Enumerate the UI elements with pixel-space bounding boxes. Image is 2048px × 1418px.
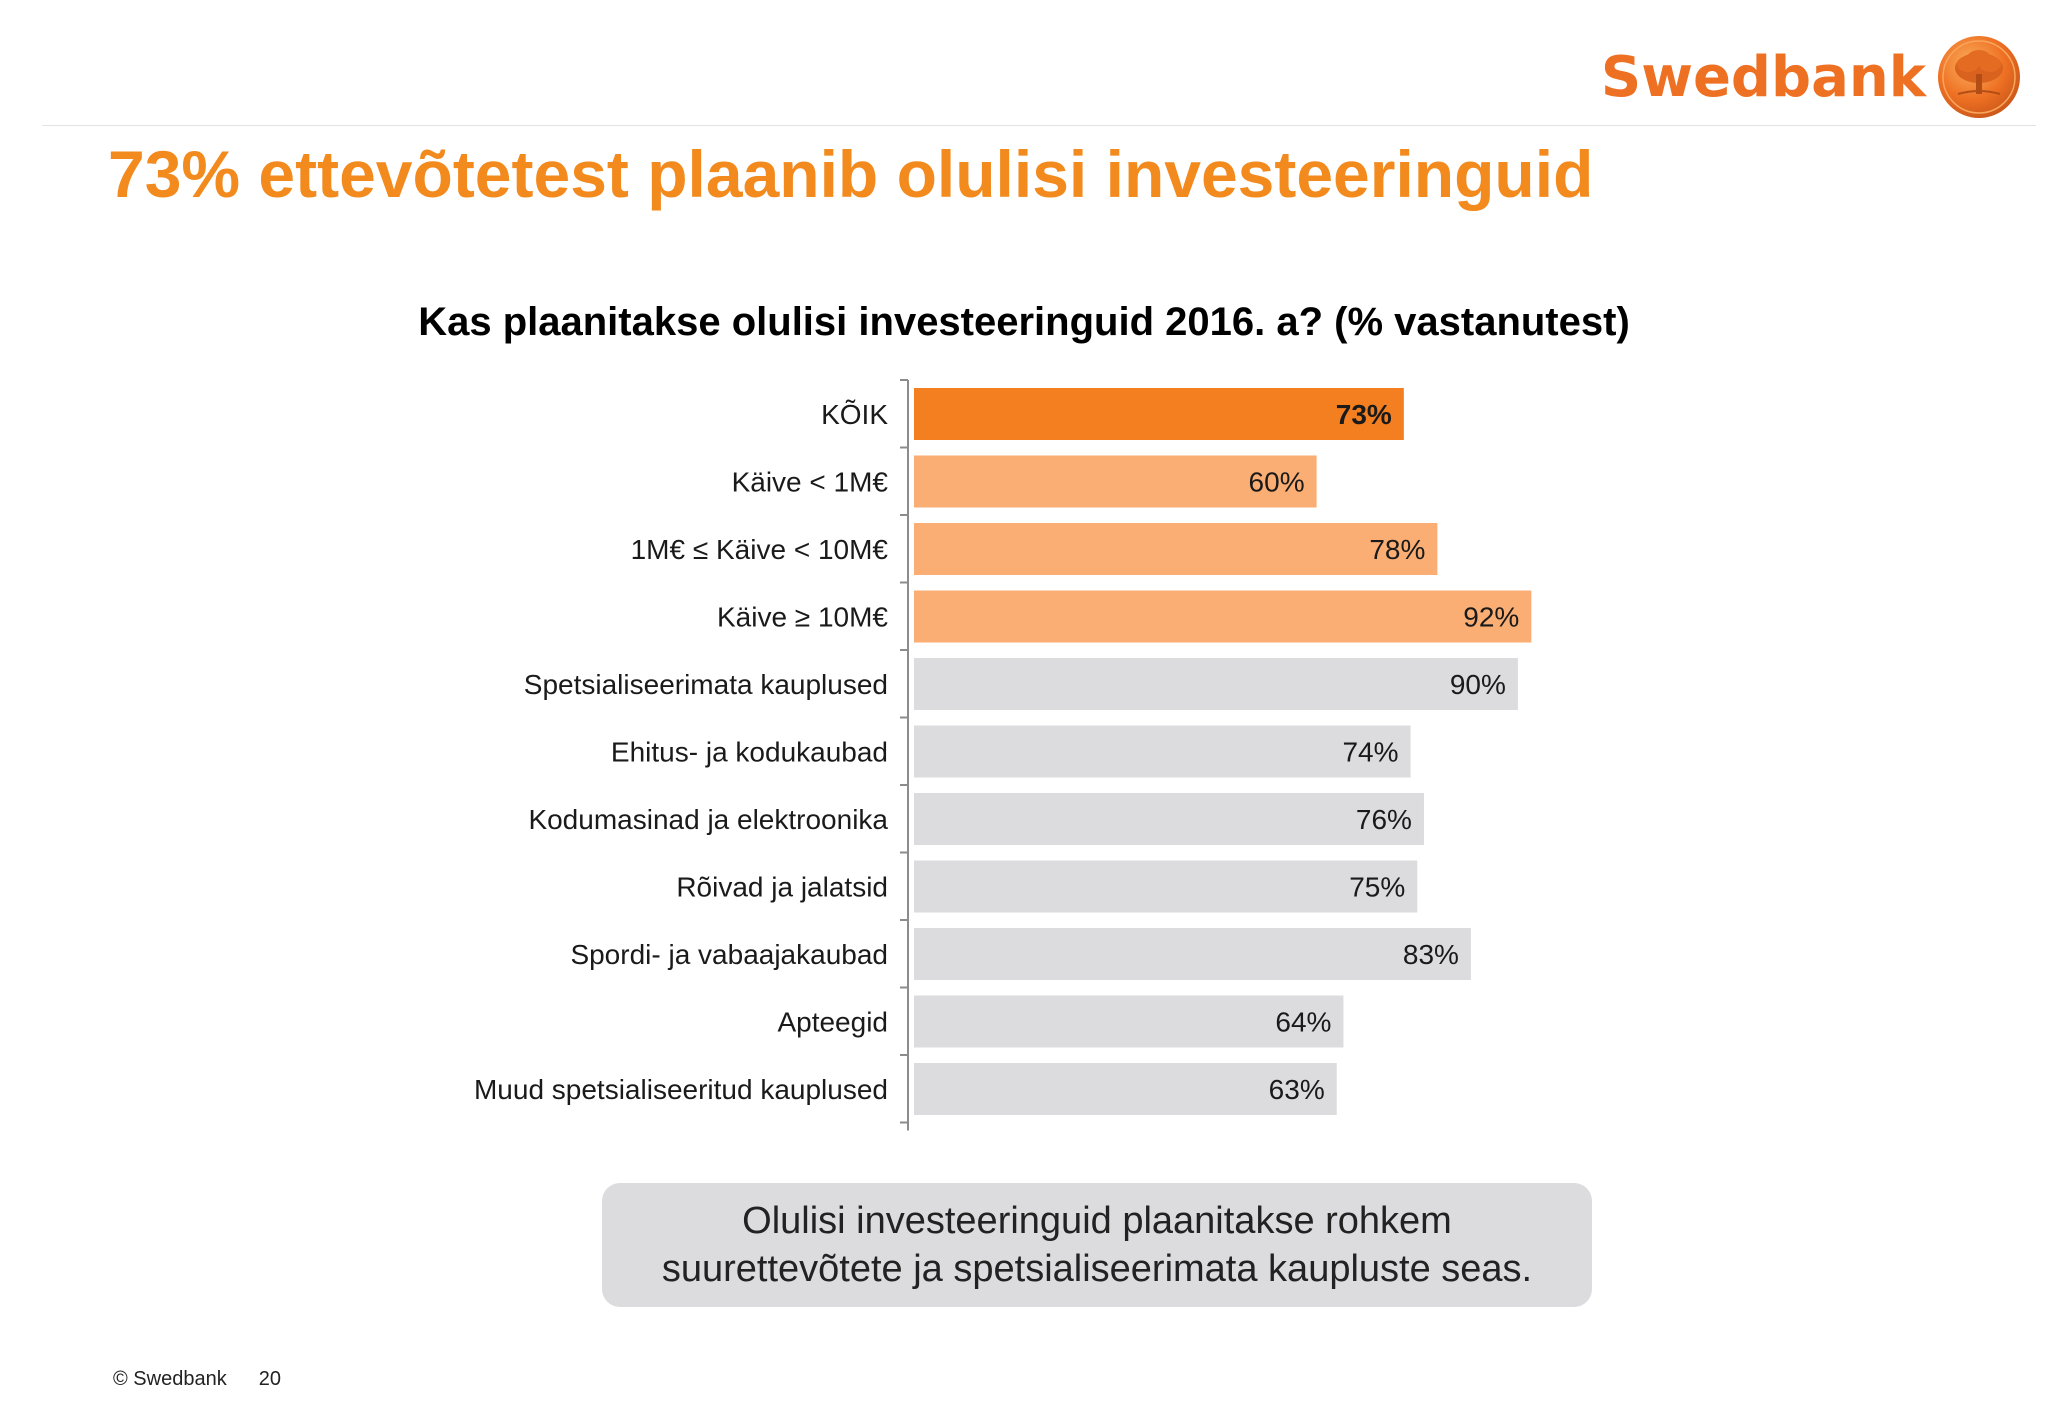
value-label-1: 60% [1249,467,1305,498]
value-label-9: 64% [1275,1007,1331,1038]
bar-10 [914,1063,1337,1115]
bar-5 [914,725,1411,778]
value-label-8: 83% [1403,939,1459,970]
callout-box: Olulisi investeeringuid plaanitakse rohk… [602,1183,1592,1307]
bar-7 [914,860,1418,913]
slide-title: 73% ettevõtetest plaanib olulisi investe… [108,137,1594,211]
category-label-8: Spordi- ja vabaajakaubad [570,939,888,970]
logo-wordmark: Swedbank [1600,44,1926,110]
category-label-5: Ehitus- ja kodukaubad [611,737,888,768]
bar-2 [914,523,1438,575]
value-label-10: 63% [1269,1074,1325,1105]
oak-tree-seal-icon [1938,36,2020,118]
swedbank-logo: Swedbank [1601,34,2022,120]
value-label-7: 75% [1349,872,1405,903]
value-label-5: 74% [1342,737,1398,768]
value-label-0: 73% [1336,399,1392,430]
header-divider [42,125,2036,126]
bar-1 [914,455,1317,508]
bar-8 [914,928,1471,980]
bar-9 [914,995,1344,1048]
value-label-6: 76% [1356,804,1412,835]
category-label-3: Käive ≥ 10M€ [717,602,888,633]
bar-4 [914,658,1518,710]
category-label-9: Apteegid [777,1007,888,1038]
chart-value-labels: 73% 60% 78% 92% 90% 74% 76% 75% 83% 64% 63% [1249,399,1520,1105]
value-label-3: 92% [1463,602,1519,633]
footer: © Swedbank 20 [113,1368,281,1391]
footer-page-number: 20 [258,1368,281,1390]
value-label-4: 90% [1450,669,1506,700]
bar-6 [914,793,1424,845]
category-label-1: Käive < 1M€ [732,467,889,498]
value-label-2: 78% [1369,534,1425,565]
category-label-2: 1M€ ≤ Käive < 10M€ [631,534,889,565]
callout-text: Olulisi investeeringuid plaanitakse rohk… [661,1200,1533,1290]
bar-chart: KÕIK Käive < 1M€ 1M€ ≤ Käive < 10M€ Käive ≥… [474,379,1532,1131]
bar-0 [914,388,1404,440]
category-label-6: Kodumasinad ja elektroonika [528,804,888,835]
chart-bars [914,388,1532,1115]
category-label-10: Muud spetsialiseeritud kauplused [474,1074,888,1105]
category-label-7: Rõivad ja jalatsid [676,872,888,903]
footer-copyright: © Swedbank [113,1368,227,1390]
category-label-0: KÕIK [821,399,888,430]
chart-category-labels: KÕIK Käive < 1M€ 1M€ ≤ Käive < 10M€ Käive ≥… [474,399,888,1105]
chart-axis [900,379,909,1131]
bar-3 [914,590,1532,643]
category-label-4: Spetsialiseerimata kauplused [524,669,888,700]
chart-title: Kas plaanitakse olulisi investeeringuid … [418,300,1630,344]
